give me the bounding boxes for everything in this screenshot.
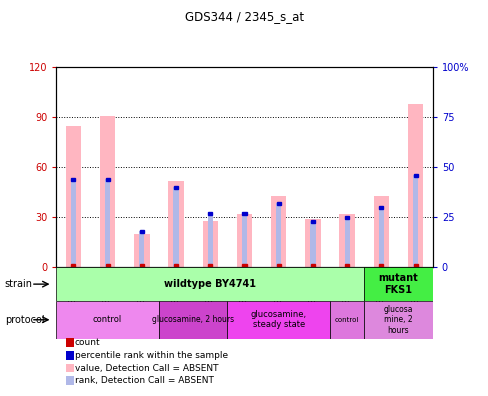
Bar xyxy=(71,179,76,267)
Bar xyxy=(227,301,329,339)
Text: strain: strain xyxy=(5,279,33,289)
Text: wildtype BY4741: wildtype BY4741 xyxy=(164,279,256,289)
Bar xyxy=(413,264,417,267)
Bar xyxy=(56,301,159,339)
Bar xyxy=(134,234,149,267)
Bar xyxy=(412,175,417,267)
Bar xyxy=(378,207,383,267)
Text: mutant
FKS1: mutant FKS1 xyxy=(378,273,418,295)
Bar xyxy=(65,126,81,267)
Bar xyxy=(344,217,349,267)
Bar xyxy=(174,264,178,267)
Bar xyxy=(305,219,320,267)
Bar xyxy=(208,264,212,267)
Bar xyxy=(207,213,212,267)
Bar xyxy=(310,264,314,267)
Bar xyxy=(105,264,109,267)
Bar xyxy=(329,301,364,339)
Bar xyxy=(339,214,354,267)
Bar xyxy=(345,264,348,267)
Bar xyxy=(168,181,183,267)
Text: control: control xyxy=(93,315,122,324)
Text: control: control xyxy=(334,317,359,323)
Text: rank, Detection Call = ABSENT: rank, Detection Call = ABSENT xyxy=(75,376,213,385)
Bar xyxy=(310,221,315,267)
Bar xyxy=(100,116,115,267)
Bar xyxy=(71,178,75,181)
Bar xyxy=(276,203,281,267)
Bar xyxy=(276,202,280,205)
Bar xyxy=(140,264,143,267)
Text: protocol: protocol xyxy=(5,315,44,325)
Bar xyxy=(364,267,432,301)
Bar xyxy=(208,212,212,215)
Bar xyxy=(310,220,314,223)
Text: glucosa
mine, 2
hours: glucosa mine, 2 hours xyxy=(383,305,412,335)
Bar xyxy=(202,221,218,267)
Bar xyxy=(364,301,432,339)
Bar xyxy=(140,230,143,233)
Bar xyxy=(270,196,286,267)
Bar xyxy=(105,179,110,267)
Bar xyxy=(373,196,388,267)
Bar xyxy=(159,301,227,339)
Bar xyxy=(236,214,252,267)
Text: value, Detection Call = ABSENT: value, Detection Call = ABSENT xyxy=(75,364,218,373)
Bar xyxy=(174,186,178,189)
Text: GDS344 / 2345_s_at: GDS344 / 2345_s_at xyxy=(184,10,304,23)
Bar xyxy=(105,178,109,181)
Text: glucosamine,
steady state: glucosamine, steady state xyxy=(250,310,306,329)
Text: glucosamine, 2 hours: glucosamine, 2 hours xyxy=(152,315,234,324)
Bar xyxy=(407,104,423,267)
Bar xyxy=(71,264,75,267)
Bar xyxy=(242,212,246,215)
Bar xyxy=(242,213,246,267)
Text: count: count xyxy=(75,338,100,347)
Bar xyxy=(173,187,178,267)
Bar xyxy=(139,231,144,267)
Bar xyxy=(379,206,383,209)
Bar xyxy=(345,216,348,219)
Bar xyxy=(379,264,383,267)
Text: percentile rank within the sample: percentile rank within the sample xyxy=(75,351,227,360)
Bar xyxy=(413,174,417,177)
Bar xyxy=(56,267,364,301)
Bar xyxy=(276,264,280,267)
Bar xyxy=(242,264,246,267)
